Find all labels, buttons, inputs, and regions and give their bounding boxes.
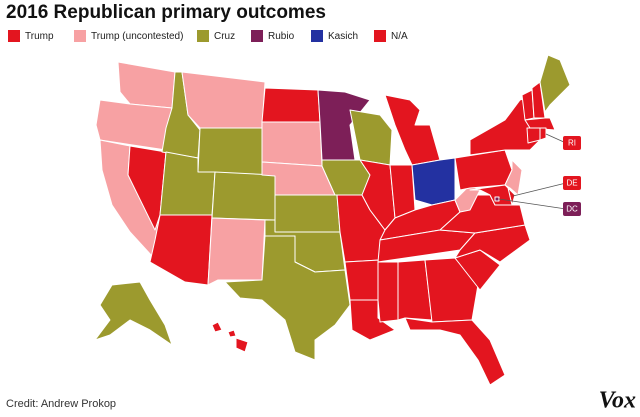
state bbox=[197, 127, 263, 176]
callout-leader bbox=[512, 182, 567, 197]
state bbox=[397, 259, 433, 321]
state bbox=[494, 196, 500, 202]
state bbox=[261, 87, 321, 123]
callout-leader bbox=[545, 133, 567, 144]
callouts: RI DE DC bbox=[498, 133, 581, 216]
state bbox=[539, 127, 547, 141]
state bbox=[94, 281, 173, 346]
legend-label: Trump (uncontested) bbox=[91, 31, 183, 42]
state bbox=[389, 164, 416, 219]
state bbox=[526, 127, 541, 144]
state bbox=[149, 214, 213, 286]
legend-label: N/A bbox=[391, 31, 408, 42]
legend-label: Kasich bbox=[328, 31, 358, 42]
legend-swatch bbox=[197, 30, 209, 42]
credit: Credit: Andrew Prokop bbox=[6, 398, 116, 410]
state bbox=[404, 317, 506, 386]
state bbox=[181, 71, 266, 129]
state bbox=[424, 257, 479, 323]
state bbox=[224, 235, 351, 361]
callout-leader bbox=[498, 198, 567, 210]
state bbox=[317, 89, 371, 161]
legend-label: Rubio bbox=[268, 31, 295, 42]
state bbox=[454, 149, 513, 191]
callout-box bbox=[563, 136, 581, 150]
state bbox=[344, 259, 381, 301]
legend-swatch bbox=[374, 30, 386, 42]
state bbox=[524, 117, 556, 131]
legend-swatch bbox=[251, 30, 263, 42]
legend-swatch bbox=[74, 30, 86, 42]
callout-label: RI bbox=[568, 139, 576, 148]
legend: Trump Trump (uncontested) Cruz Rubio Kasich N… bbox=[8, 30, 408, 42]
callout-box bbox=[563, 176, 581, 190]
state bbox=[274, 194, 341, 233]
legend-swatch bbox=[8, 30, 20, 42]
state bbox=[261, 121, 323, 167]
callout-label: DC bbox=[566, 205, 578, 214]
state bbox=[127, 145, 167, 231]
title: 2016 Republican primary outcomes bbox=[6, 2, 326, 23]
state bbox=[349, 109, 393, 166]
state bbox=[211, 321, 249, 353]
legend-label: Trump bbox=[25, 31, 54, 42]
state bbox=[117, 61, 176, 109]
state bbox=[539, 54, 571, 113]
state bbox=[377, 261, 399, 323]
logo: Vox bbox=[599, 388, 636, 414]
legend-swatch bbox=[311, 30, 323, 42]
legend-label: Cruz bbox=[214, 31, 235, 42]
callout-box bbox=[563, 202, 581, 216]
state bbox=[211, 171, 276, 221]
states bbox=[94, 54, 571, 386]
state bbox=[469, 184, 513, 206]
callout-label: DE bbox=[566, 179, 577, 188]
state bbox=[504, 159, 523, 196]
state bbox=[207, 217, 266, 286]
state bbox=[384, 94, 441, 166]
state bbox=[411, 157, 456, 206]
